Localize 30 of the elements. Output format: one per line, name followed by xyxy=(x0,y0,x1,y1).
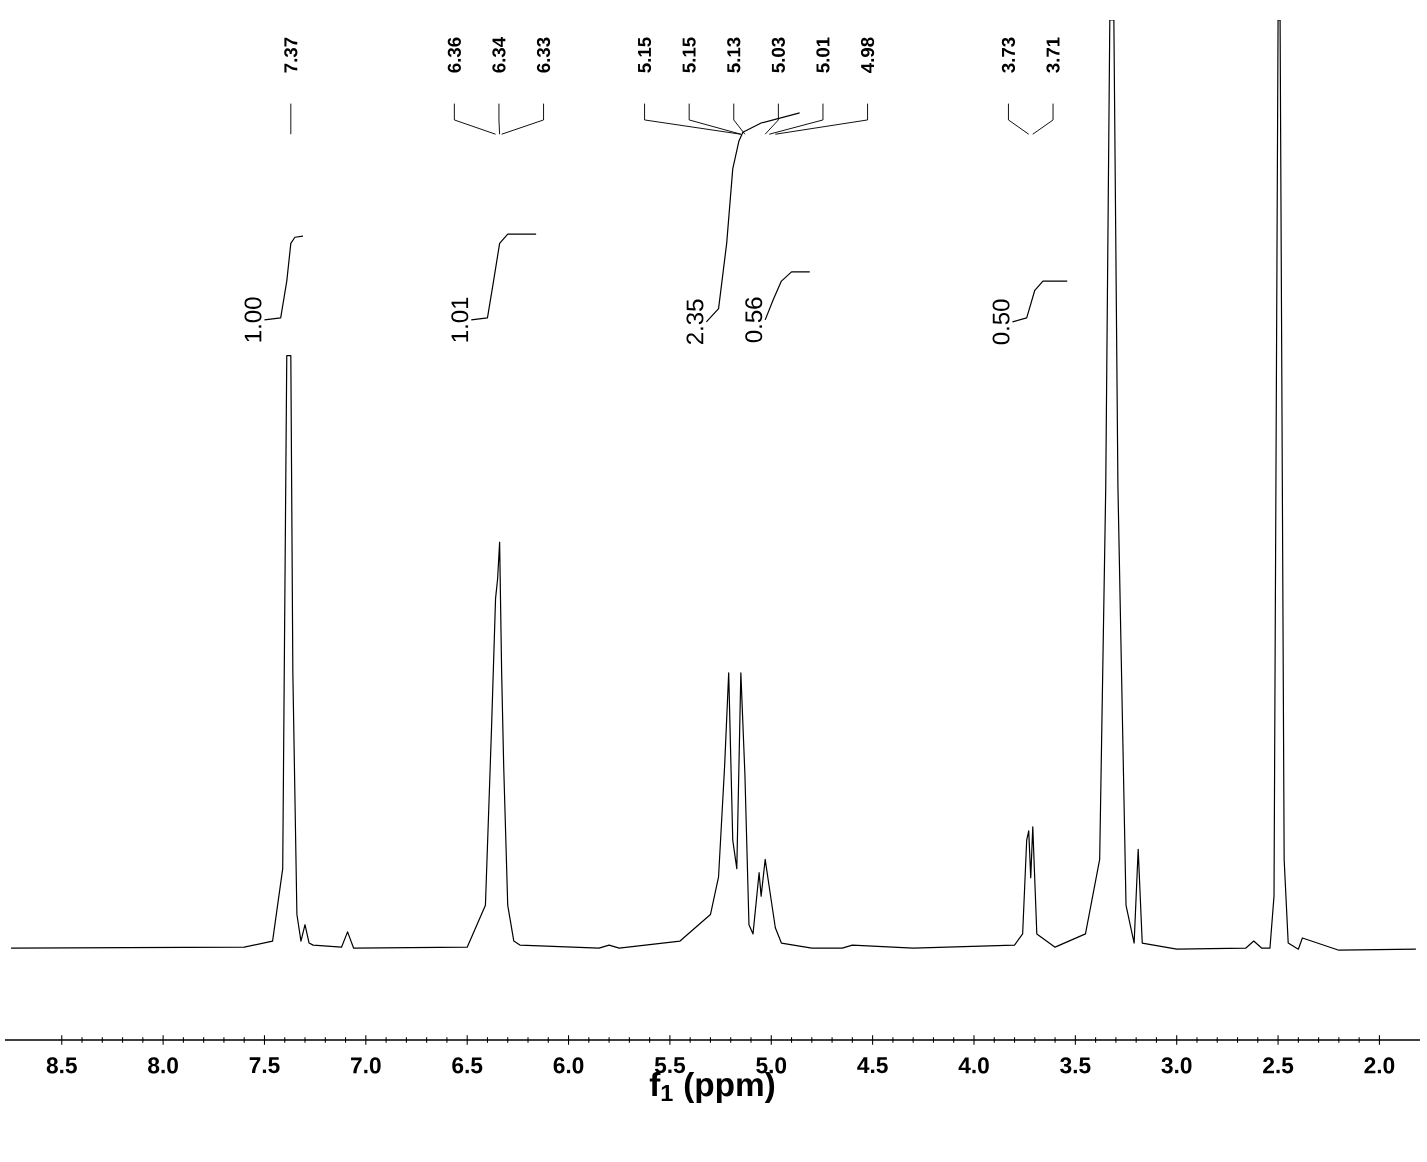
annotation: 6.36 xyxy=(447,37,461,73)
x-tick-label: 8.0 xyxy=(148,1057,178,1074)
annotation: 3.71 xyxy=(1046,37,1060,73)
annotation: 5.15 xyxy=(682,37,696,73)
annotation: 5.03 xyxy=(771,37,785,73)
annotation: 7.37 xyxy=(284,37,298,73)
text: 1.00 xyxy=(244,297,262,342)
text: 0.50 xyxy=(992,299,1010,345)
x-tick-label: 3.5 xyxy=(1060,1057,1091,1074)
x-tick-label: 6.0 xyxy=(553,1057,584,1074)
text: 2.35 xyxy=(686,299,704,345)
x-tick-label: 6.5 xyxy=(452,1057,483,1074)
annotation: 6.33 xyxy=(536,37,551,73)
text: 1.01 xyxy=(451,297,469,342)
text: 0.56 xyxy=(745,297,763,343)
x-tick-label: 2.0 xyxy=(1364,1057,1395,1074)
annotation: 3.73 xyxy=(1001,37,1016,73)
x-tick-label: 4.0 xyxy=(958,1057,989,1074)
x-tick-label: 5.0 xyxy=(756,1057,787,1074)
annotation: 5.01 xyxy=(816,37,830,73)
annotation: 5.15 xyxy=(638,37,652,73)
x-tick-label: 3.0 xyxy=(1161,1057,1192,1074)
x-tick-label: 7.5 xyxy=(249,1057,280,1074)
x-tick-label: 2.5 xyxy=(1263,1057,1294,1074)
annotation: 4.98 xyxy=(860,37,875,73)
annotation: 5.13 xyxy=(727,37,741,73)
x-tick-label: 7.0 xyxy=(351,1057,381,1074)
x-tick-label: 4.5 xyxy=(857,1057,888,1074)
x-tick-label: 8.5 xyxy=(46,1057,77,1074)
annotation: 6.34 xyxy=(492,36,506,73)
